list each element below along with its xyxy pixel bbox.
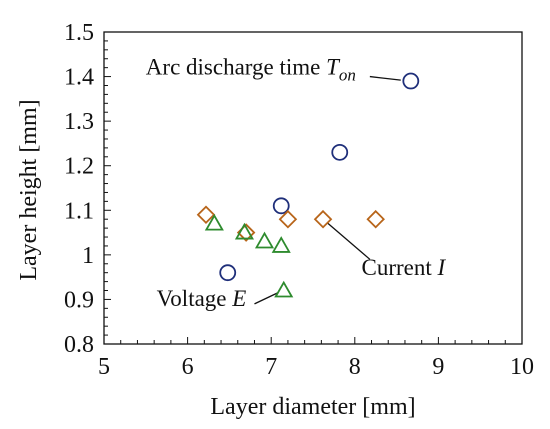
y-axis-title: Layer height [mm]	[16, 99, 42, 280]
triangle-data-point	[204, 213, 224, 231]
plot-frame	[103, 31, 523, 345]
triangle-data-point	[274, 280, 294, 298]
y-tick-label: 1.4	[64, 65, 94, 91]
triangle-data-point	[254, 231, 275, 249]
y-tick-label: 1.2	[64, 154, 94, 180]
annotation-subscript: on	[339, 65, 356, 84]
diamond-data-point	[366, 209, 385, 229]
annotation-symbol: T	[326, 54, 341, 79]
y-tick-label: 1.3	[64, 109, 94, 135]
annotation-label: Arc discharge time Ton	[146, 54, 356, 84]
diamond-data-point	[313, 209, 333, 229]
annotation-label: Voltage E	[157, 286, 247, 311]
diamond-data-point	[196, 205, 216, 225]
x-axis-title: Layer diameter [mm]	[210, 394, 415, 420]
diamond-data-point	[278, 209, 298, 229]
y-tick-label: 1.5	[64, 20, 94, 46]
x-tick-label: 5	[98, 354, 110, 380]
x-tick-label: 8	[349, 354, 361, 380]
y-tick-label: 0.8	[64, 332, 94, 358]
annotation-text: Current	[361, 255, 437, 280]
triangle-data-point	[234, 222, 254, 240]
x-tick-label: 10	[510, 354, 534, 380]
x-tick-label: 7	[265, 354, 277, 380]
triangle-data-point	[271, 236, 291, 253]
y-tick-label: 0.9	[64, 287, 94, 313]
annotation-text: Voltage	[157, 286, 233, 311]
y-tick-label: 1	[82, 243, 94, 269]
annotation-label: Current I	[361, 255, 446, 280]
circle-data-point	[402, 72, 420, 90]
annotation-leader-line	[369, 75, 401, 81]
circle-data-point	[219, 264, 237, 282]
annotation-text: Arc discharge time	[146, 54, 326, 79]
circle-data-point	[331, 143, 349, 161]
annotation-leader-line	[326, 222, 371, 260]
x-tick-label: 9	[432, 354, 444, 380]
annotation-leader-line	[254, 292, 279, 305]
annotation-symbol: E	[231, 286, 246, 311]
circle-data-point	[272, 197, 290, 215]
y-tick-label: 1.1	[64, 198, 94, 224]
annotation-symbol: I	[437, 255, 447, 280]
x-tick-label: 6	[182, 354, 194, 380]
